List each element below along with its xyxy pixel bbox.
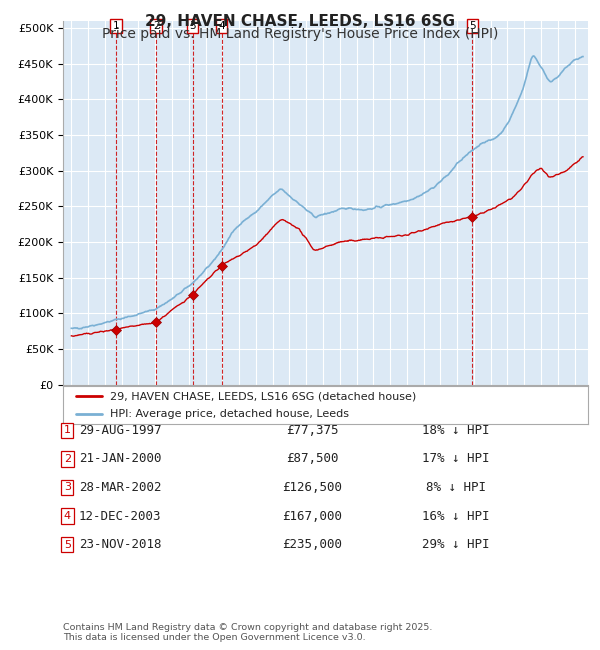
Text: 12-DEC-2003: 12-DEC-2003 (79, 510, 161, 523)
Text: 3: 3 (190, 21, 196, 31)
Text: £167,000: £167,000 (282, 510, 342, 523)
Text: 1: 1 (113, 21, 119, 31)
Text: 5: 5 (469, 21, 476, 31)
Text: 1: 1 (64, 425, 71, 436)
Text: £126,500: £126,500 (282, 481, 342, 494)
Text: HPI: Average price, detached house, Leeds: HPI: Average price, detached house, Leed… (110, 409, 349, 419)
Text: £77,375: £77,375 (286, 424, 338, 437)
Text: 4: 4 (64, 511, 71, 521)
Text: 29, HAVEN CHASE, LEEDS, LS16 6SG: 29, HAVEN CHASE, LEEDS, LS16 6SG (145, 14, 455, 29)
Text: 16% ↓ HPI: 16% ↓ HPI (422, 510, 490, 523)
Text: 2: 2 (64, 454, 71, 464)
Text: Price paid vs. HM Land Registry's House Price Index (HPI): Price paid vs. HM Land Registry's House … (102, 27, 498, 42)
Text: 29-AUG-1997: 29-AUG-1997 (79, 424, 161, 437)
Text: 3: 3 (64, 482, 71, 493)
Text: £235,000: £235,000 (282, 538, 342, 551)
Text: 21-JAN-2000: 21-JAN-2000 (79, 452, 161, 465)
Text: 8% ↓ HPI: 8% ↓ HPI (426, 481, 486, 494)
Text: £87,500: £87,500 (286, 452, 338, 465)
Text: 17% ↓ HPI: 17% ↓ HPI (422, 452, 490, 465)
Text: Contains HM Land Registry data © Crown copyright and database right 2025.
This d: Contains HM Land Registry data © Crown c… (63, 623, 433, 642)
Text: 18% ↓ HPI: 18% ↓ HPI (422, 424, 490, 437)
Text: 5: 5 (64, 540, 71, 550)
Text: 23-NOV-2018: 23-NOV-2018 (79, 538, 161, 551)
Text: 4: 4 (218, 21, 225, 31)
Text: 28-MAR-2002: 28-MAR-2002 (79, 481, 161, 494)
Text: 29% ↓ HPI: 29% ↓ HPI (422, 538, 490, 551)
Text: 2: 2 (153, 21, 160, 31)
Text: 29, HAVEN CHASE, LEEDS, LS16 6SG (detached house): 29, HAVEN CHASE, LEEDS, LS16 6SG (detach… (110, 391, 416, 401)
